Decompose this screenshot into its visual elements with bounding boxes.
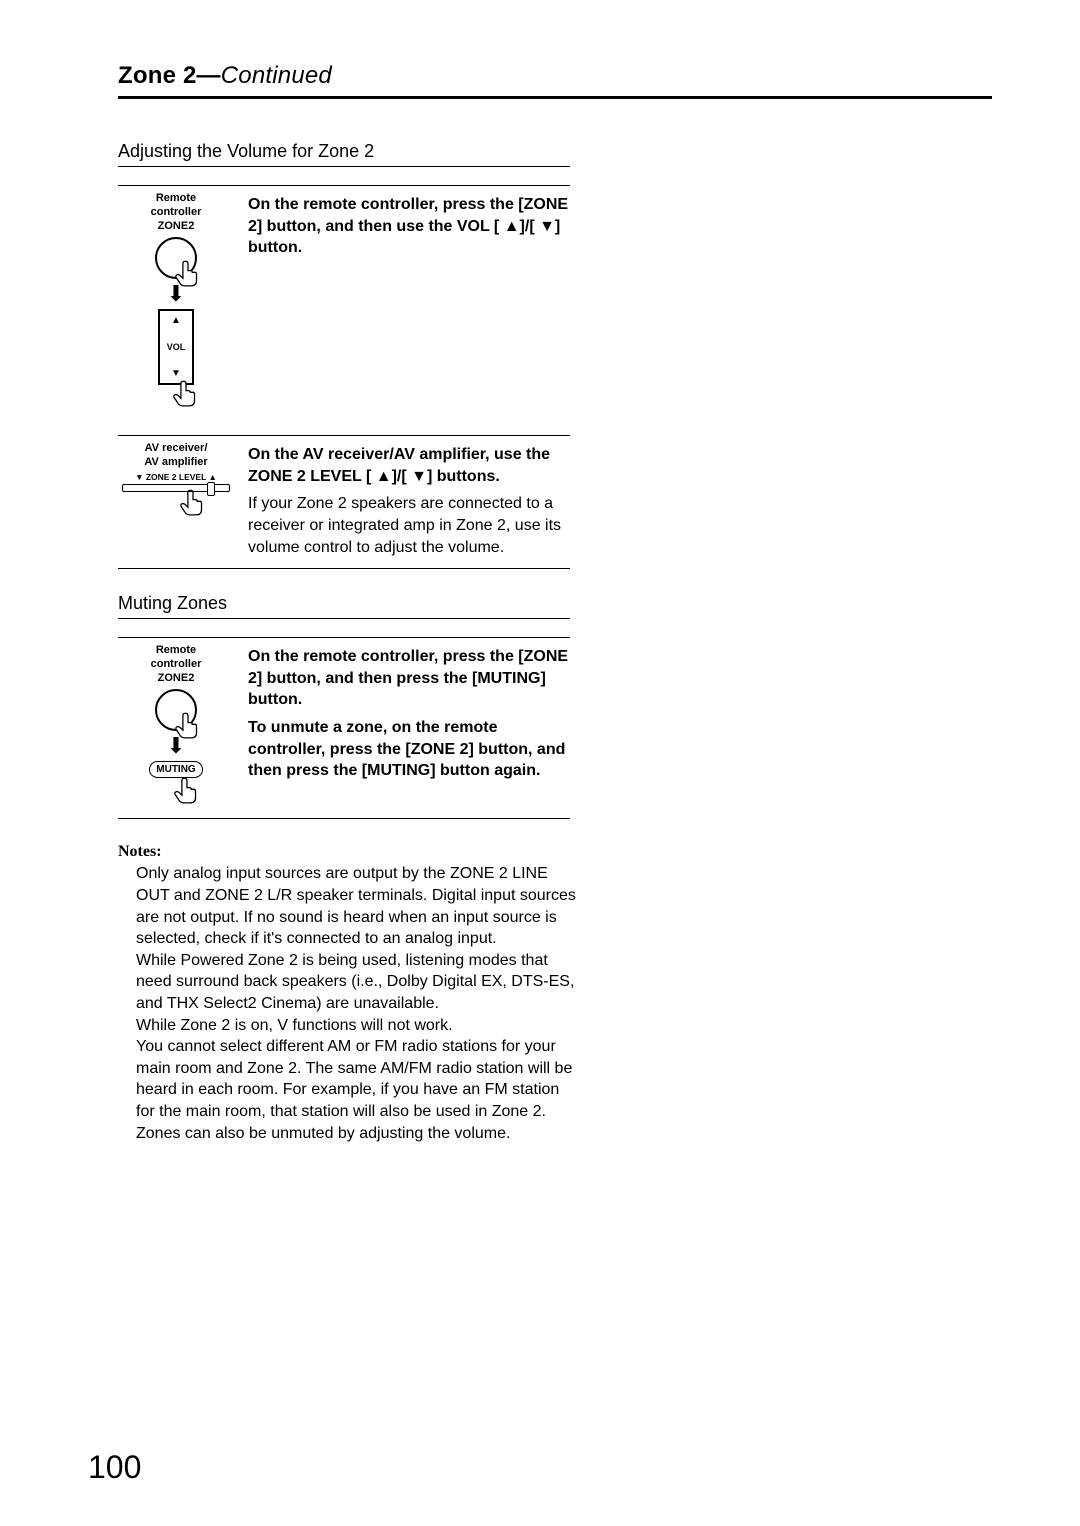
muting-text-col: On the remote controller, press the [ZON… bbox=[248, 638, 570, 808]
hand-icon bbox=[171, 709, 205, 743]
volume-remote-block: Remote controller ZONE2 ⬇ ▲ VOL ▼ On the… bbox=[118, 185, 570, 411]
remote-text-col: On the remote controller, press the [ZON… bbox=[248, 186, 570, 411]
muting-block: Remote controller ZONE2 ⬇ MUTING On the … bbox=[118, 637, 570, 819]
remote-label: Remote controller ZONE2 bbox=[118, 192, 234, 233]
note-5: Zones can also be unmuted by adjusting t… bbox=[136, 1123, 578, 1145]
notes-list: Only analog input sources are output by … bbox=[118, 863, 578, 1144]
amp-illustration-col: AV receiver/ AV amplifier ▼ ZONE 2 LEVEL… bbox=[118, 436, 234, 558]
muting-instruction-2: To unmute a zone, on the remote controll… bbox=[248, 717, 570, 782]
muting-instruction-1: On the remote controller, press the [ZON… bbox=[248, 646, 570, 711]
zone2-button-icon bbox=[155, 689, 197, 731]
note-1: Only analog input sources are output by … bbox=[136, 863, 578, 949]
note-4: You cannot select different AM or FM rad… bbox=[136, 1036, 578, 1122]
page-header: Zone 2—Continued bbox=[118, 62, 992, 99]
note-2: While Powered Zone 2 is being used, list… bbox=[136, 950, 578, 1015]
amp-label: AV receiver/ AV amplifier bbox=[118, 442, 234, 470]
muting-illustration-col: Remote controller ZONE2 ⬇ MUTING bbox=[118, 638, 234, 808]
header-cont: Continued bbox=[221, 62, 332, 89]
amp-bar-icon bbox=[122, 484, 230, 492]
page-number: 100 bbox=[88, 1449, 141, 1486]
remote-illustration-col: Remote controller ZONE2 ⬇ ▲ VOL ▼ bbox=[118, 186, 234, 411]
muting-remote-label: Remote controller ZONE2 bbox=[118, 644, 234, 685]
amp-instruction: On the AV receiver/AV amplifier, use the… bbox=[248, 444, 570, 487]
volume-amp-block: AV receiver/ AV amplifier ▼ ZONE 2 LEVEL… bbox=[118, 435, 570, 569]
note-3: While Zone 2 is on, V functions will not… bbox=[136, 1015, 578, 1037]
amp-text-col: On the AV receiver/AV amplifier, use the… bbox=[248, 436, 570, 558]
header-sep: — bbox=[197, 62, 221, 89]
remote-illus: ⬇ ▲ VOL ▼ bbox=[118, 237, 234, 411]
vol-button-icon: ▲ VOL ▼ bbox=[158, 309, 194, 385]
section-volume-title: Adjusting the Volume for Zone 2 bbox=[118, 141, 570, 167]
section-muting-title: Muting Zones bbox=[118, 593, 570, 619]
zone2-level-label: ▼ ZONE 2 LEVEL ▲ bbox=[118, 472, 234, 482]
header-main: Zone 2 bbox=[118, 62, 197, 89]
muting-illus: ⬇ MUTING bbox=[118, 689, 234, 808]
amp-body: If your Zone 2 speakers are connected to… bbox=[248, 493, 570, 558]
zone2-button-icon bbox=[155, 237, 197, 279]
hand-icon bbox=[169, 377, 203, 411]
hand-icon bbox=[171, 257, 205, 291]
vol-up-icon: ▲ bbox=[171, 315, 181, 326]
hand-icon bbox=[170, 774, 204, 808]
notes-header: Notes: bbox=[118, 843, 992, 861]
vol-label: VOL bbox=[167, 342, 186, 352]
remote-instruction: On the remote controller, press the [ZON… bbox=[248, 194, 570, 259]
